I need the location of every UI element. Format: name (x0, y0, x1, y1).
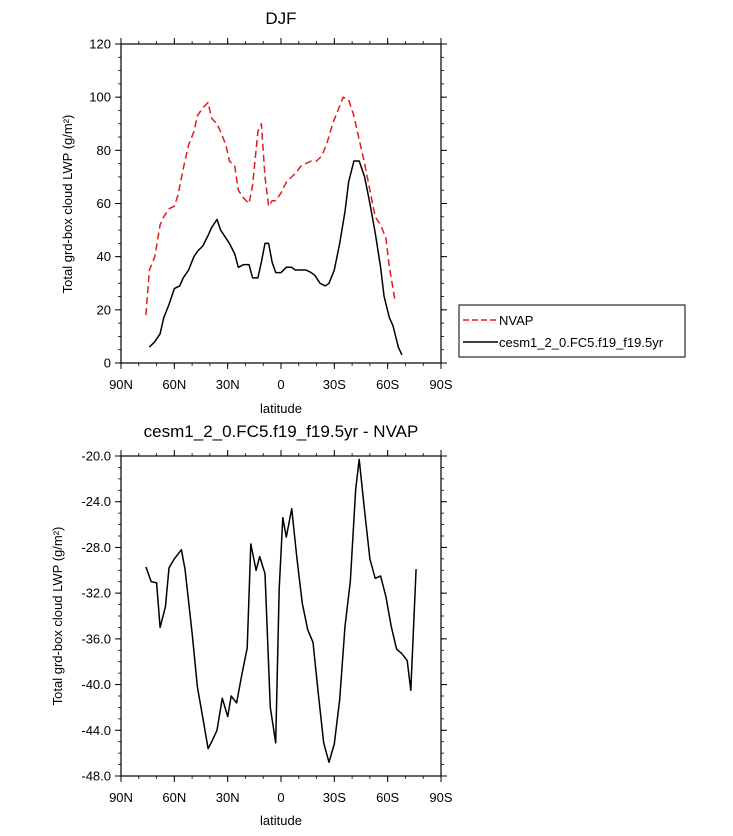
y-axis-label: Total grd-box cloud LWP (g/m²) (60, 115, 75, 294)
x-tick-label: 90N (109, 790, 133, 805)
y-tick-label: -44.0 (81, 723, 111, 738)
y-tick-label: 60 (97, 196, 111, 211)
x-tick-label: 0 (277, 377, 284, 392)
legend-box (458, 304, 686, 358)
x-tick-label: 30S (323, 790, 346, 805)
chart-title: cesm1_2_0.FC5.f19_f19.5yr - NVAP (144, 422, 419, 441)
x-tick-label: 60S (376, 790, 399, 805)
y-tick-labels: -48.0 -44.0 -40.0 -36.0 -32.0 -28.0 -24.0 -20.0 (81, 449, 111, 784)
y-tick-label: -28.0 (81, 540, 111, 555)
y-tick-label: 120 (89, 37, 111, 52)
tick-marks (115, 38, 447, 369)
x-tick-labels: 90N 60N 30N 0 30S 60S 90S (109, 377, 453, 392)
x-tick-label: 30N (216, 377, 240, 392)
x-tick-label: 30N (216, 790, 240, 805)
x-tick-labels: 90N 60N 30N 0 30S 60S 90S (109, 790, 453, 805)
series-layer (145, 96, 403, 356)
y-tick-label: -24.0 (81, 494, 111, 509)
x-tick-label: 60N (162, 790, 186, 805)
series-layer (145, 458, 417, 764)
x-tick-label: 30S (323, 377, 346, 392)
x-tick-label: 0 (277, 790, 284, 805)
y-tick-label: -36.0 (81, 631, 111, 646)
panel-difference: cesm1_2_0.FC5.f19_f19.5yr - NVAP -48.0-4… (50, 422, 453, 828)
y-tick-label: -40.0 (81, 677, 111, 692)
y-tick-label: 80 (97, 143, 111, 158)
y-tick-label: 20 (97, 302, 111, 317)
tick-marks (115, 450, 447, 782)
y-tick-label: 0 (104, 356, 111, 371)
series-line-cesm1-2-0-fc5-f19-f19-5yr (148, 160, 403, 356)
y-tick-label: -48.0 (81, 769, 111, 784)
x-tick-label: 60N (162, 377, 186, 392)
x-tick-label: 90N (109, 377, 133, 392)
y-tick-labels: 0 20 40 60 80 100 120 (89, 37, 111, 371)
y-tick-label: 40 (97, 249, 111, 264)
y-axis-label: Total grd-box cloud LWP (g/m²) (50, 527, 65, 706)
x-tick-label: 60S (376, 377, 399, 392)
x-axis-label: latitude (260, 813, 302, 828)
x-tick-label: 90S (429, 790, 452, 805)
y-tick-label: 100 (89, 90, 111, 105)
x-tick-label: 90S (429, 377, 452, 392)
legend-label-cesm: cesm1_2_0.FC5.f19_f19.5yr (499, 335, 664, 350)
plot-frame (120, 43, 442, 364)
y-tick-label: -32.0 (81, 586, 111, 601)
legend-label-nvap: NVAP (499, 313, 533, 328)
series-line-difference-0 (145, 458, 417, 764)
y-tick-label: -20.0 (81, 449, 111, 464)
legend: NVAP cesm1_2_0.FC5.f19_f19.5yr (458, 304, 686, 358)
x-axis-label: latitude (260, 401, 302, 416)
chart-title: DJF (265, 9, 296, 28)
plot-frame (120, 455, 442, 777)
series-line-nvap (145, 96, 396, 316)
